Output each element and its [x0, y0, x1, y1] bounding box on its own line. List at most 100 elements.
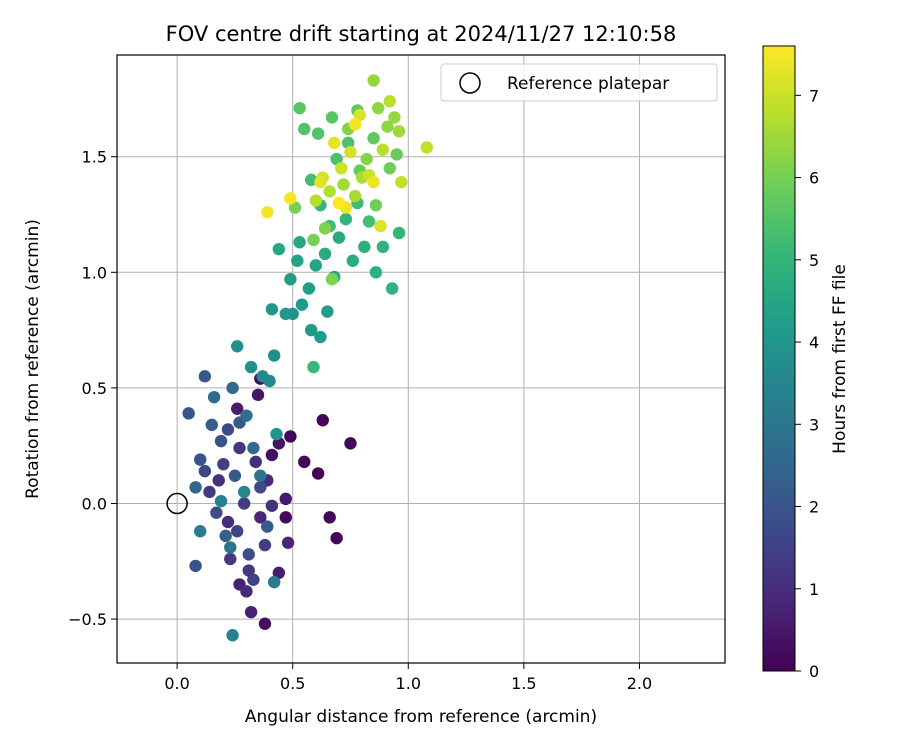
- data-point: [194, 453, 207, 466]
- data-point: [388, 111, 401, 124]
- data-point: [231, 340, 244, 353]
- data-point: [268, 349, 281, 362]
- data-points: [182, 74, 433, 642]
- data-point: [318, 222, 332, 235]
- data-point: [383, 95, 396, 108]
- data-point: [323, 185, 336, 198]
- data-point: [372, 101, 385, 115]
- data-point: [212, 474, 225, 487]
- colorbar-tick-label: 0: [809, 662, 819, 681]
- data-point: [309, 194, 323, 207]
- data-point: [279, 492, 292, 506]
- data-point: [182, 407, 195, 420]
- data-point: [221, 423, 235, 436]
- data-point: [203, 485, 216, 499]
- colorbar-label: Hours from first FF file: [830, 264, 850, 454]
- data-point: [214, 494, 228, 508]
- data-point: [332, 231, 346, 244]
- data-point: [198, 464, 212, 478]
- data-point: [298, 455, 311, 469]
- data-point: [284, 192, 297, 205]
- data-point: [198, 370, 212, 383]
- data-point: [309, 259, 323, 272]
- data-point: [360, 152, 373, 166]
- data-point: [249, 455, 262, 469]
- data-point: [304, 323, 318, 337]
- colorbar-tick-label: 7: [809, 86, 819, 105]
- data-point: [348, 118, 362, 131]
- y-tick-label: 1.0: [82, 263, 107, 282]
- data-point: [233, 441, 246, 455]
- data-point: [395, 175, 408, 189]
- data-point: [374, 219, 387, 233]
- data-point: [307, 360, 320, 374]
- data-point: [358, 240, 371, 254]
- colorbar-tick-label: 6: [809, 169, 819, 188]
- data-point: [284, 273, 297, 286]
- x-tick-label: 1.5: [511, 674, 536, 693]
- data-point: [369, 199, 383, 212]
- data-point: [318, 247, 332, 261]
- data-point: [263, 374, 276, 388]
- data-point: [385, 282, 399, 295]
- data-point: [381, 120, 394, 133]
- plot-frame: [116, 54, 726, 664]
- y-axis-ticks: −0.5 0.0 0.5 1.0 1.5: [68, 148, 117, 629]
- data-point: [288, 201, 302, 214]
- reference-platepar-marker: [166, 492, 188, 515]
- data-point: [247, 573, 260, 586]
- legend-box: [440, 63, 718, 102]
- colorbar-tick-label: 5: [809, 251, 819, 270]
- data-point: [231, 525, 244, 538]
- x-tick-label: 2.0: [627, 674, 652, 693]
- data-point: [314, 330, 327, 344]
- data-point: [348, 189, 362, 203]
- data-point: [244, 605, 258, 619]
- data-point: [367, 132, 380, 145]
- data-point: [279, 511, 292, 524]
- data-point: [335, 162, 348, 175]
- data-point: [346, 254, 360, 267]
- data-point: [367, 175, 380, 189]
- data-point: [344, 437, 357, 450]
- x-tick-label: 0.5: [280, 674, 305, 693]
- colorbar-tick-label: 3: [809, 415, 819, 434]
- data-point: [369, 266, 383, 279]
- data-point: [228, 469, 242, 482]
- data-point: [242, 564, 255, 577]
- data-point: [254, 469, 267, 482]
- data-point: [337, 178, 350, 191]
- data-point: [226, 629, 239, 642]
- data-point: [390, 148, 403, 161]
- data-point: [295, 298, 309, 311]
- data-point: [281, 536, 295, 549]
- colorbar-tick-label: 4: [809, 333, 819, 352]
- data-point: [251, 388, 265, 402]
- data-point: [270, 427, 283, 441]
- data-point: [339, 212, 353, 226]
- x-tick-label: 0.0: [164, 674, 189, 693]
- y-tick-label: 0.5: [82, 379, 107, 398]
- data-point: [311, 127, 325, 140]
- data-point: [261, 206, 274, 219]
- data-point: [392, 125, 406, 138]
- data-point: [258, 617, 272, 630]
- data-point: [330, 152, 343, 166]
- data-point: [244, 360, 258, 374]
- colorbar-tick-label: 1: [809, 580, 819, 599]
- legend-entry-reference-platepar: Reference platepar: [507, 74, 669, 94]
- data-point: [298, 122, 311, 136]
- data-point: [362, 215, 376, 228]
- data-point: [261, 520, 274, 533]
- data-point: [221, 515, 235, 529]
- data-point: [268, 575, 281, 589]
- data-point: [321, 305, 334, 318]
- chart-title: FOV centre drift starting at 2024/11/27 …: [166, 22, 677, 46]
- data-point: [265, 499, 279, 512]
- data-point: [325, 111, 339, 124]
- data-point: [207, 390, 221, 404]
- data-point: [242, 548, 255, 561]
- data-point: [231, 402, 244, 415]
- data-point: [284, 430, 297, 443]
